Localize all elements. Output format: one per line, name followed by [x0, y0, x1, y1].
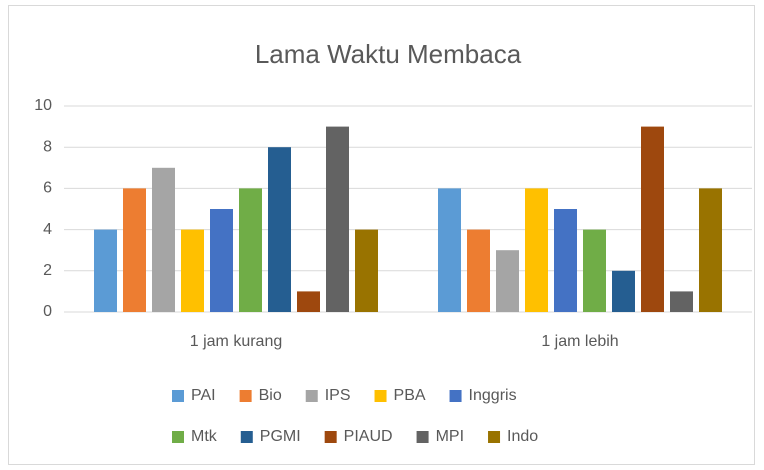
legend-swatch	[240, 431, 253, 443]
y-tick-label: 10	[34, 97, 52, 114]
legend-swatch	[305, 390, 318, 402]
y-tick-label: 6	[43, 180, 52, 197]
bar	[641, 126, 664, 312]
legend-swatch	[172, 390, 184, 402]
legend-swatch	[239, 390, 252, 402]
bar	[94, 229, 117, 312]
chart-title: Lama Waktu Membaca	[255, 39, 522, 69]
legend-label: PBA	[394, 387, 426, 404]
bar	[496, 250, 519, 312]
legend-swatch	[374, 390, 387, 402]
bar	[554, 209, 577, 312]
legend-swatch	[172, 431, 184, 443]
bar	[699, 188, 722, 312]
legend-label: Indo	[507, 428, 538, 445]
legend-label: IPS	[325, 387, 351, 404]
y-tick-label: 0	[43, 303, 52, 320]
y-tick-label: 2	[43, 262, 52, 279]
legend-swatch	[324, 431, 337, 443]
bar	[583, 229, 606, 312]
legend-swatch	[488, 431, 501, 443]
bar	[297, 291, 320, 312]
bar	[210, 209, 233, 312]
bar	[612, 270, 635, 312]
bar	[152, 167, 175, 312]
legend-label: PGMI	[260, 428, 301, 445]
bar	[467, 229, 490, 312]
bar	[181, 229, 204, 312]
legend-label: PAI	[191, 387, 216, 404]
bar	[438, 188, 461, 312]
legend-swatch	[416, 431, 429, 443]
bar	[239, 188, 262, 312]
legend-swatch	[449, 390, 462, 402]
bar	[355, 229, 378, 312]
bar	[268, 147, 291, 312]
y-tick-label: 4	[43, 221, 52, 238]
bar	[123, 188, 146, 312]
x-tick-label: 1 jam kurang	[190, 333, 283, 350]
legend-label: Inggris	[469, 387, 517, 404]
x-tick-label: 1 jam lebih	[541, 333, 618, 350]
legend-label: MPI	[436, 428, 464, 445]
legend-label: PIAUD	[344, 428, 393, 445]
legend-label: Bio	[259, 387, 282, 404]
legend-label: Mtk	[191, 428, 218, 445]
bar	[525, 188, 548, 312]
y-tick-label: 8	[43, 138, 52, 155]
bar	[326, 126, 349, 312]
bar	[670, 291, 693, 312]
